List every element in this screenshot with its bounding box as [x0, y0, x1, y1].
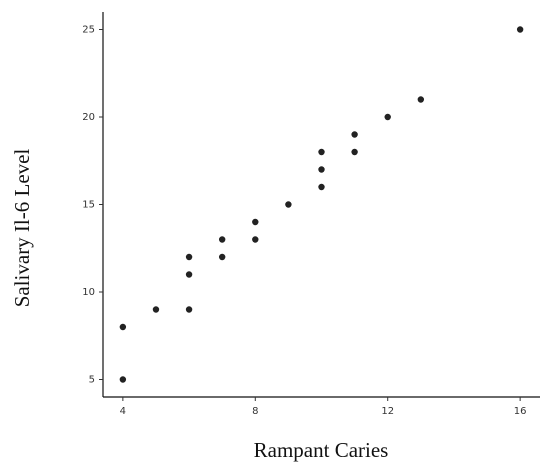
point [185, 271, 193, 278]
y-tick-label: 20 [82, 112, 95, 123]
point [152, 306, 160, 313]
x-tick-label: 8 [252, 406, 258, 417]
point [218, 253, 226, 261]
point [185, 253, 193, 261]
point [318, 148, 325, 156]
point [119, 376, 127, 383]
point [351, 131, 358, 138]
x-tick-label: 16 [514, 406, 527, 417]
point [516, 26, 524, 33]
y-tick-label: 25 [82, 25, 95, 36]
point [252, 218, 259, 226]
x-tick-label: 12 [381, 406, 394, 417]
point [384, 113, 391, 121]
point [351, 148, 358, 156]
point [218, 236, 226, 243]
y-tick-label: 15 [82, 200, 95, 211]
y-tick-label: 10 [82, 287, 95, 298]
point [318, 183, 325, 191]
y-axis-title: Salivary Il-6 Level [10, 149, 34, 308]
x-tick-label: 4 [120, 406, 126, 417]
x-axis-title: Rampant Caries [254, 438, 389, 462]
point [285, 201, 292, 208]
point [185, 306, 193, 313]
point [417, 96, 425, 103]
point [318, 166, 325, 173]
point [252, 236, 259, 243]
y-tick-label: 5 [89, 375, 95, 386]
point [119, 323, 127, 331]
